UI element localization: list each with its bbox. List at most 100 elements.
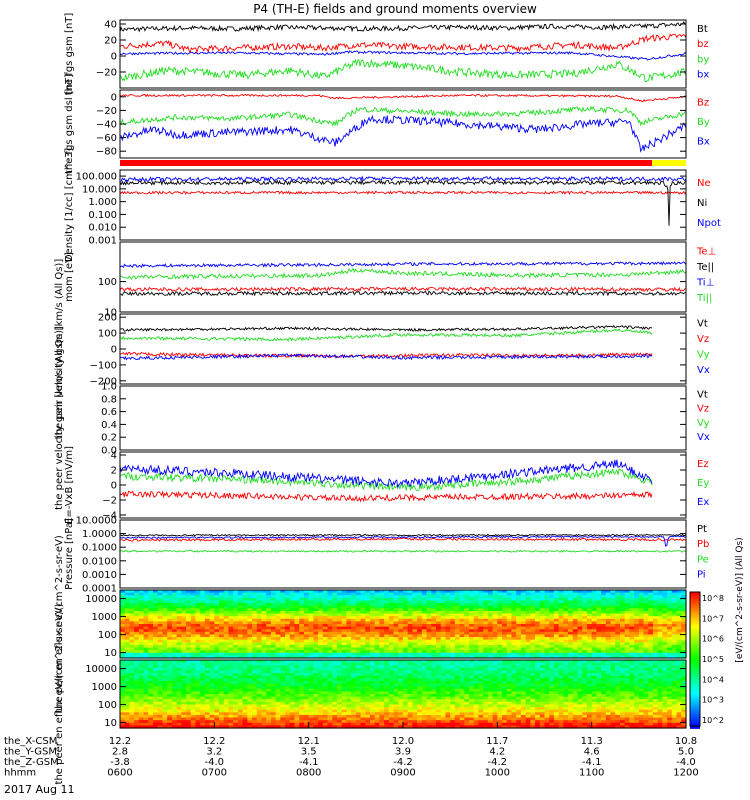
- spectrogram-cell: [520, 600, 527, 604]
- spectrogram-cell: [563, 616, 569, 620]
- spectrogram-cell: [219, 725, 225, 729]
- spectrogram-cell: [303, 650, 310, 654]
- spectrogram-cell: [365, 652, 371, 656]
- spectrogram-cell: [596, 629, 602, 633]
- spectrogram-cell: [318, 613, 324, 617]
- spectrogram-cell: [671, 631, 678, 636]
- spectrogram-cell: [138, 592, 145, 596]
- spectrogram-cell: [426, 613, 432, 617]
- spectrogram-cell: [190, 652, 197, 656]
- spectrogram-cell: [360, 655, 366, 659]
- spectrogram-cell: [233, 707, 239, 711]
- spectrogram-cell: [204, 717, 211, 721]
- spectrogram-cell: [355, 613, 362, 617]
- spectrogram-cell: [285, 600, 291, 604]
- spectrogram-cell: [124, 725, 131, 729]
- spectrogram-cell: [591, 600, 597, 604]
- spectrogram-cell: [487, 652, 494, 656]
- spectrogram-cell: [478, 642, 484, 646]
- spectrogram-cell: [374, 712, 381, 716]
- spectrogram-cell: [497, 603, 503, 607]
- spectrogram-cell: [440, 639, 447, 643]
- spectrogram-cell: [662, 642, 668, 646]
- spectrogram-cell: [120, 707, 126, 711]
- spectrogram-cell: [280, 709, 286, 713]
- spectrogram-cell: [209, 621, 215, 625]
- series-line-Bt: [119, 21, 687, 33]
- spectrogram-cell: [332, 610, 338, 615]
- spectrogram-cell: [369, 595, 376, 599]
- spectrogram-cell: [266, 603, 272, 607]
- spectrogram-cell: [445, 652, 451, 656]
- spectrogram-cell: [351, 600, 357, 604]
- spectrogram-cell: [459, 618, 465, 622]
- spectrogram-cell: [676, 634, 682, 638]
- spectrogram-cell: [261, 631, 267, 636]
- spectrogram-cell: [478, 624, 484, 628]
- spectrogram-cell: [586, 603, 593, 607]
- spectrogram-cell: [143, 699, 149, 703]
- spectrogram-cell: [374, 673, 381, 677]
- spectrogram-cell: [157, 631, 164, 636]
- spectrogram-cell: [374, 629, 381, 633]
- spectrogram-cell: [464, 610, 470, 615]
- spectrogram-cell: [374, 616, 381, 620]
- spectrogram-cell: [388, 699, 395, 703]
- spectrogram-cell: [388, 696, 395, 700]
- spectrogram-cell: [318, 590, 324, 594]
- legend-Vx: Vx: [697, 432, 710, 443]
- spectrogram-cell: [520, 595, 527, 599]
- spectrogram-cell: [327, 603, 333, 607]
- spectrogram-cell: [308, 600, 314, 604]
- spectrogram-cell: [190, 626, 197, 630]
- spectrogram-cell: [176, 626, 182, 630]
- spectrogram-cell: [351, 709, 357, 713]
- spectrogram-cell: [124, 629, 131, 633]
- spectrogram-cell: [464, 634, 470, 638]
- spectrogram-cell: [261, 595, 267, 599]
- spectrogram-cell: [596, 639, 602, 643]
- spectrogram-cell: [662, 626, 668, 630]
- spectrogram-cell: [308, 701, 314, 706]
- spectrogram-cell: [200, 600, 206, 604]
- spectrogram-cell: [167, 720, 173, 724]
- spectrogram-cell: [601, 626, 607, 630]
- spectrogram-cell: [181, 725, 187, 729]
- spectrogram-cell: [403, 670, 409, 674]
- spectrogram-cell: [403, 673, 409, 677]
- spectrogram-cell: [162, 613, 168, 617]
- spectrogram-cell: [247, 631, 253, 636]
- spectrogram-cell: [464, 647, 470, 651]
- spectrogram-cell: [261, 644, 267, 649]
- spectrogram-cell: [539, 616, 546, 620]
- spectrogram-cell: [365, 650, 371, 654]
- spectrogram-cell: [200, 712, 206, 716]
- spectrogram-cell: [624, 608, 630, 612]
- spectrogram-cell: [634, 610, 640, 615]
- spectrogram-cell: [256, 637, 263, 641]
- spectrogram-cell: [186, 644, 192, 649]
- spectrogram-cell: [407, 678, 414, 682]
- spectrogram-cell: [167, 701, 173, 706]
- spectrogram-cell: [412, 652, 418, 656]
- spectrogram-cell: [148, 662, 154, 666]
- spectrogram-cell: [332, 707, 338, 711]
- spectrogram-cell: [431, 652, 437, 656]
- spectrogram-cell: [369, 647, 376, 651]
- spectrogram-cell: [162, 660, 168, 664]
- spectrogram-cell: [157, 660, 164, 664]
- spectrogram-cell: [138, 662, 145, 666]
- spectrogram-cell: [487, 605, 494, 609]
- spectrogram-cell: [157, 678, 164, 682]
- spectrogram-cell: [681, 613, 687, 617]
- spectrogram-cell: [280, 683, 286, 687]
- spectrogram-cell: [228, 608, 234, 612]
- spectrogram-cell: [153, 725, 159, 729]
- spectrogram-cell: [558, 608, 564, 612]
- spectrogram-cell: [374, 667, 381, 672]
- spectrogram-cell: [303, 667, 310, 672]
- spectrogram-cell: [294, 699, 300, 703]
- spectrogram-cell: [553, 616, 560, 620]
- spectrogram-cell: [384, 667, 390, 672]
- spectrogram-cell: [431, 595, 437, 599]
